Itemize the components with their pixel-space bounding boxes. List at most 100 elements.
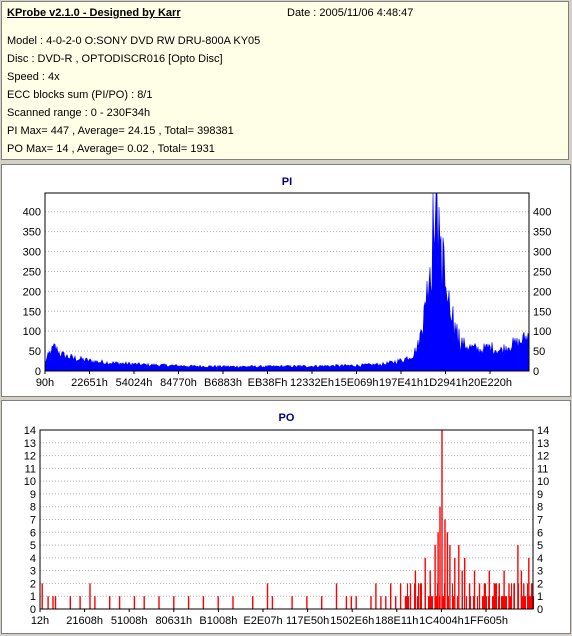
po-bar (501, 596, 502, 609)
po-bar (477, 596, 478, 609)
po-bar (505, 596, 506, 609)
po-bar (530, 596, 531, 609)
y-tick-label-right: 250 (533, 266, 551, 278)
po-bar (452, 583, 453, 609)
po-bar (529, 596, 530, 609)
po-bar (399, 583, 402, 609)
po-bar (420, 583, 421, 609)
po-bar (495, 583, 496, 609)
po-bar (133, 596, 136, 609)
po-bar (335, 583, 338, 609)
po-bar (271, 596, 274, 609)
po-bar (531, 596, 532, 609)
y-tick-label-right: 4 (537, 553, 543, 565)
po-bar (483, 596, 484, 609)
x-tick-label: 12332Eh (290, 377, 334, 389)
po-bar (404, 596, 407, 609)
x-tick-label: 15E069h (334, 377, 378, 389)
po-bar (527, 583, 528, 609)
po-bar (89, 583, 91, 609)
po-bar (232, 596, 234, 609)
y-tick-label-right: 10 (537, 476, 549, 488)
po-bar (525, 596, 526, 609)
po-bar (473, 596, 474, 609)
y-tick-label-right: 8 (537, 502, 543, 514)
po-bar (488, 570, 490, 609)
y-tick-label-right: 400 (533, 207, 551, 219)
x-tick-label: 84770h (160, 377, 197, 389)
po-bar (524, 596, 525, 609)
y-tick-label-left: 3 (30, 566, 36, 578)
y-tick-label-right: 100 (533, 326, 551, 338)
po-bar (499, 583, 500, 609)
po-bar (510, 596, 511, 609)
po-bar (492, 596, 493, 609)
y-tick-label-left: 8 (30, 502, 36, 514)
po-bar (306, 596, 308, 609)
po-bar (486, 596, 487, 609)
y-tick-label-left: 10 (24, 476, 36, 488)
po-bar (474, 596, 475, 609)
y-tick-label-left: 250 (23, 266, 41, 278)
po-bar (79, 596, 81, 609)
po-bar (395, 596, 397, 609)
y-tick-label-right: 2 (537, 578, 543, 590)
po-bar (69, 596, 71, 609)
y-tick-label-left: 300 (23, 247, 41, 259)
speed-line: Speed : 4x (7, 71, 60, 83)
y-tick-label-right: 300 (533, 247, 551, 259)
y-tick-label-left: 200 (23, 286, 41, 298)
po-bar (449, 545, 451, 609)
x-tick-label: 51008h (111, 615, 148, 627)
po-bar (439, 506, 441, 609)
y-tick-label-right: 1 (537, 591, 543, 603)
y-tick-label-left: 0 (30, 604, 36, 616)
chart-title-pi: PI (282, 176, 292, 188)
po-bar (444, 519, 446, 609)
po-bar (187, 596, 190, 609)
x-tick-label: 12h (31, 615, 49, 627)
y-tick-label-left: 50 (29, 346, 41, 358)
po-bar (502, 596, 503, 609)
x-tick-label: 197E41h (379, 377, 423, 389)
x-tick-label: 90h (36, 377, 54, 389)
po-bar (466, 596, 467, 609)
x-tick-label: EB38Fh (248, 377, 288, 389)
po-bar (54, 596, 57, 609)
po-bar (437, 532, 439, 609)
scan-date: Date : 2005/11/06 4:48:47 (287, 7, 414, 19)
info-panel: KProbe v2.1.0 - Designed by Karr Date : … (1, 1, 569, 160)
po-bar (217, 596, 219, 609)
x-tick-label: 1C4004h (419, 615, 464, 627)
po-bar (464, 557, 466, 609)
po-bar (434, 545, 436, 609)
pi-chart: PI 0 0 50 50 100 100 150 150 200 200 250 250 300 300 35… (23, 176, 552, 389)
po-bar (252, 596, 254, 609)
po-bar (506, 596, 507, 609)
po-bar (442, 596, 443, 609)
po-bar (504, 596, 505, 609)
po-bar (418, 583, 419, 609)
y-tick-label-left: 2 (30, 578, 36, 590)
po-bar (173, 596, 175, 609)
po-bar (370, 596, 372, 609)
po-bar (266, 583, 269, 609)
po-bar (407, 583, 408, 609)
po-bar (439, 596, 440, 609)
po-bar (41, 583, 43, 609)
plot-border (44, 192, 530, 372)
po-bar (482, 596, 483, 609)
y-tick-label-right: 3 (537, 566, 543, 578)
po-bar (414, 570, 417, 609)
po-bar (408, 596, 409, 609)
x-tick-label: 21608h (66, 615, 103, 627)
plot-border (39, 429, 534, 610)
po-bar (454, 557, 456, 609)
po-bar (415, 596, 416, 609)
po-bar (473, 570, 476, 609)
po-bar (94, 596, 96, 609)
po-bar (468, 583, 471, 609)
po-bar (496, 583, 497, 609)
x-tick-label: B1008h (199, 615, 237, 627)
po-bar (429, 596, 430, 609)
